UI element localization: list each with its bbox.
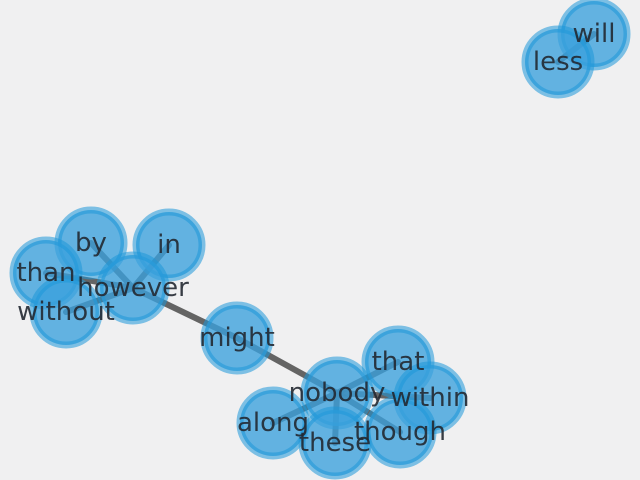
- node-label-without: without: [17, 297, 115, 327]
- node-label-by: by: [75, 228, 107, 258]
- node-label-along: along: [237, 408, 309, 438]
- node-label-than: than: [16, 258, 75, 288]
- node-label-will: will: [573, 19, 616, 49]
- node-might[interactable]: [200, 301, 274, 375]
- node-label-within: within: [391, 383, 470, 413]
- node-label-less: less: [533, 47, 583, 77]
- node-label-that: that: [372, 347, 425, 377]
- node-layer: [9, 0, 631, 480]
- node-label-might: might: [199, 323, 275, 353]
- node-label-nobody: nobody: [289, 378, 386, 408]
- node-less[interactable]: [521, 25, 595, 99]
- node-without[interactable]: [29, 275, 103, 349]
- node-label-though: though: [354, 417, 446, 447]
- node-these[interactable]: [298, 406, 372, 480]
- node-label-these: these: [299, 428, 371, 458]
- node-label-however: however: [77, 273, 189, 303]
- node-however[interactable]: [96, 251, 170, 325]
- node-label-in: in: [157, 230, 181, 260]
